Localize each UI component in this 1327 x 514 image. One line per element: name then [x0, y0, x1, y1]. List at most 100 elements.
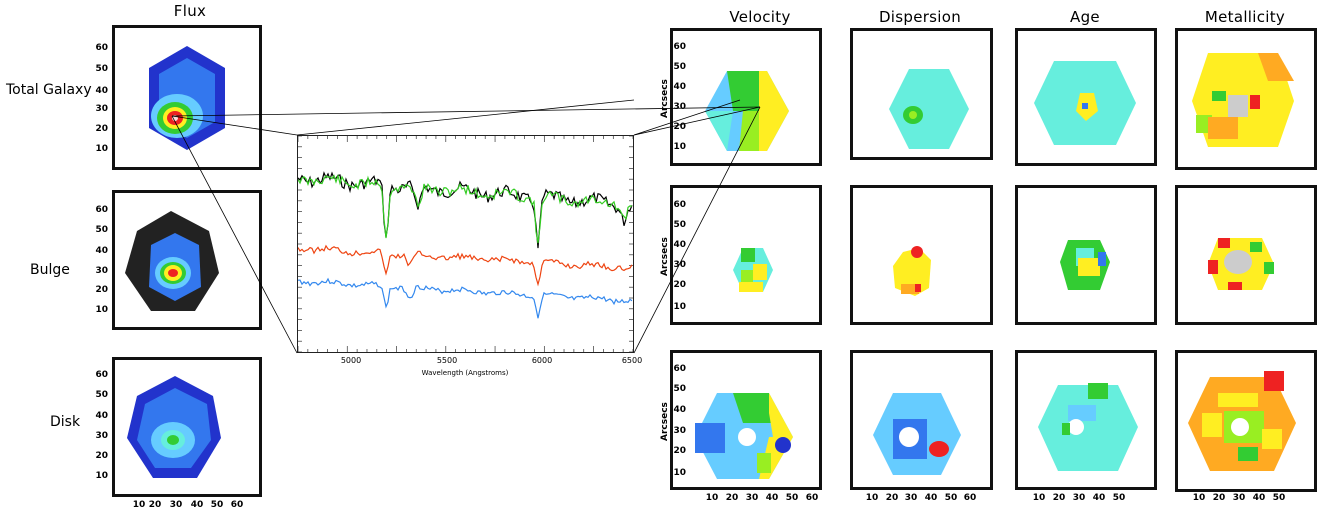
flux-disk-ytick-20: 20 — [95, 451, 108, 461]
spectrum-xtick-6000: 6000 — [531, 356, 553, 365]
flux-map-bulge — [125, 211, 219, 311]
velocity-map-total — [705, 71, 789, 151]
spectrum-svg — [297, 135, 634, 353]
disp-xtick-40: 40 — [924, 493, 938, 503]
spectrum-xtick-5000: 5000 — [340, 356, 362, 365]
flux-bulge-ytick-50: 50 — [95, 225, 108, 235]
arcsecs-label-row3: Arcsecs — [660, 402, 670, 441]
flux-bulge-ytick-40: 40 — [95, 246, 108, 256]
flux-panel-total — [112, 25, 262, 170]
connector-upper-a — [296, 99, 635, 136]
flux-xtick-20: 20 — [148, 500, 162, 510]
map-r2-ytick-30: 30 — [673, 260, 686, 270]
arcsecs-label-row2: Arcsecs — [660, 237, 670, 276]
disp-xtick-20: 20 — [885, 493, 899, 503]
map-r2-ytick-40: 40 — [673, 240, 686, 250]
row-label-total-galaxy: Total Galaxy — [6, 82, 92, 98]
vel-xtick-20: 20 — [725, 493, 739, 503]
metallicity-panel-total — [1175, 28, 1317, 170]
met-xtick-40: 40 — [1252, 493, 1266, 503]
disp-xtick-50: 50 — [944, 493, 958, 503]
met-xtick-10: 10 — [1192, 493, 1206, 503]
map-r2-ytick-50: 50 — [673, 220, 686, 230]
flux-bulge-ytick-20: 20 — [95, 285, 108, 295]
age-map-bulge — [1060, 240, 1110, 290]
flux-map-total — [149, 46, 225, 150]
map-r1-ytick-30: 30 — [673, 102, 686, 112]
vel-xtick-10: 10 — [705, 493, 719, 503]
spectrum-model-total — [297, 173, 633, 244]
flux-total-ytick-50: 50 — [95, 64, 108, 74]
dispersion-map-total — [889, 69, 969, 149]
disp-xtick-30: 30 — [904, 493, 918, 503]
flux-xtick-10: 10 — [132, 500, 146, 510]
dispersion-map-bulge — [893, 246, 931, 296]
flux-total-ytick-60: 60 — [95, 43, 108, 53]
spectrum-disk — [297, 277, 633, 319]
column-title-metallicity: Metallicity — [1204, 8, 1286, 26]
metallicity-map-total — [1192, 53, 1294, 147]
map-r3-ytick-20: 20 — [673, 446, 686, 456]
velocity-panel-disk — [670, 350, 822, 490]
flux-total-ytick-40: 40 — [95, 86, 108, 96]
column-title-flux: Flux — [173, 2, 207, 20]
age-panel-total — [1015, 28, 1157, 166]
column-title-age: Age — [1070, 8, 1100, 26]
flux-total-ytick-10: 10 — [95, 144, 108, 154]
row-label-disk: Disk — [50, 414, 81, 430]
spectrum-xtick-6500: 6500 — [621, 356, 643, 365]
flux-panel-bulge — [112, 190, 262, 330]
dispersion-panel-bulge — [850, 185, 993, 325]
map-r1-ytick-10: 10 — [673, 142, 686, 152]
flux-map-disk — [127, 376, 221, 478]
flux-bulge-ytick-60: 60 — [95, 205, 108, 215]
dispersion-map-disk — [873, 393, 961, 475]
flux-disk-ytick-50: 50 — [95, 390, 108, 400]
velocity-panel-total — [670, 28, 822, 166]
metallicity-map-disk — [1188, 371, 1296, 471]
flux-panel-disk — [112, 357, 262, 497]
flux-total-ytick-30: 30 — [95, 104, 108, 114]
flux-bulge-ytick-10: 10 — [95, 305, 108, 315]
map-r1-ytick-50: 50 — [673, 62, 686, 72]
map-r1-ytick-60: 60 — [673, 42, 686, 52]
velocity-map-bulge — [733, 248, 773, 292]
age-xtick-40: 40 — [1092, 493, 1106, 503]
age-panel-disk — [1015, 350, 1157, 490]
disp-xtick-60: 60 — [963, 493, 977, 503]
velocity-panel-bulge — [670, 185, 822, 325]
flux-disk-ytick-60: 60 — [95, 370, 108, 380]
flux-bulge-ytick-30: 30 — [95, 266, 108, 276]
flux-xtick-30: 30 — [169, 500, 183, 510]
spectrum-observed — [297, 171, 633, 249]
map-r3-ytick-30: 30 — [673, 426, 686, 436]
map-r3-ytick-50: 50 — [673, 384, 686, 394]
age-map-total — [1034, 61, 1136, 145]
vel-xtick-50: 50 — [785, 493, 799, 503]
dispersion-panel-disk — [850, 350, 993, 490]
flux-xtick-60: 60 — [230, 500, 244, 510]
vel-xtick-60: 60 — [805, 493, 819, 503]
column-title-dispersion: Dispersion — [878, 8, 962, 26]
map-r2-ytick-10: 10 — [673, 302, 686, 312]
met-xtick-20: 20 — [1212, 493, 1226, 503]
flux-xtick-50: 50 — [210, 500, 224, 510]
map-r3-ytick-10: 10 — [673, 468, 686, 478]
flux-total-ytick-20: 20 — [95, 124, 108, 134]
map-r3-ytick-40: 40 — [673, 405, 686, 415]
map-r1-ytick-40: 40 — [673, 82, 686, 92]
column-title-velocity: Velocity — [729, 8, 791, 26]
age-panel-bulge — [1015, 185, 1157, 325]
metallicity-panel-disk — [1175, 350, 1317, 492]
velocity-map-disk — [695, 393, 793, 479]
metallicity-panel-bulge — [1175, 185, 1317, 325]
map-r1-ytick-20: 20 — [673, 122, 686, 132]
spectrum-plot — [297, 135, 634, 353]
vel-xtick-30: 30 — [745, 493, 759, 503]
map-r2-ytick-20: 20 — [673, 280, 686, 290]
arcsecs-label-row1: Arcsecs — [660, 79, 670, 118]
spectrum-frame-ticks — [297, 135, 634, 353]
flux-disk-ytick-40: 40 — [95, 411, 108, 421]
age-xtick-10: 10 — [1032, 493, 1046, 503]
age-xtick-30: 30 — [1072, 493, 1086, 503]
